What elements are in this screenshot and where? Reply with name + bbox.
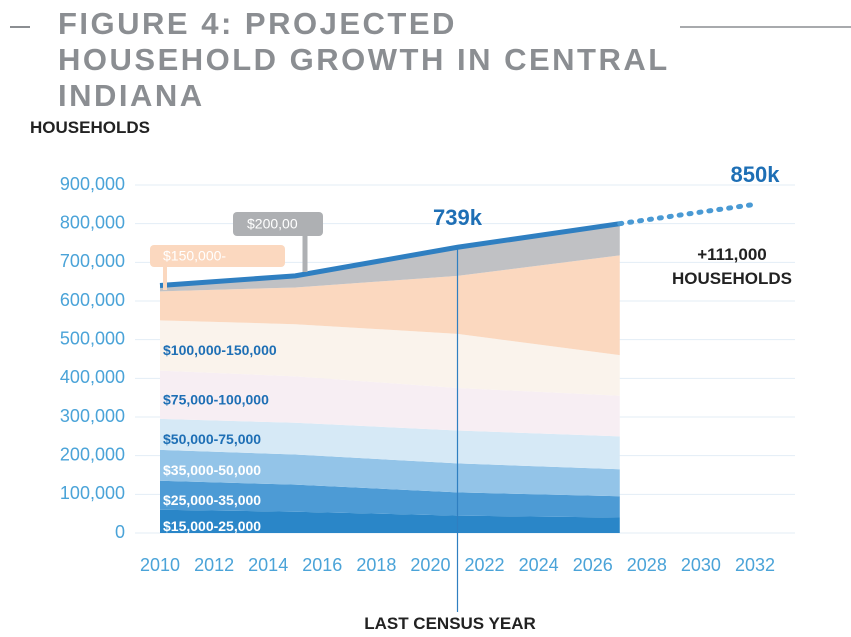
series-label: $200,00: [247, 216, 298, 232]
chart-title: FIGURE 4: PROJECTED HOUSEHOLD GROWTH IN …: [58, 6, 670, 113]
x-tick-label: 2016: [302, 555, 342, 575]
series-label: $35,000-50,000: [163, 462, 261, 478]
y-tick-label: 200,000: [60, 444, 125, 464]
series-label: $75,000-100,000: [163, 391, 269, 407]
marker-label: LAST CENSUS YEAR: [364, 614, 536, 633]
x-tick-label: 2010: [140, 555, 180, 575]
x-tick-label: 2028: [627, 555, 667, 575]
series-label: $150,000-: [163, 248, 226, 264]
x-tick-label: 2014: [248, 555, 288, 575]
area: [160, 449, 620, 497]
annotation: 739k: [433, 205, 483, 230]
y-tick-label: 400,000: [60, 367, 125, 387]
x-tick-label: 2024: [519, 555, 559, 575]
series-label: $50,000-75,000: [163, 431, 261, 447]
area: [160, 480, 620, 518]
area: [160, 370, 620, 437]
series-label: $100,000-150,000: [163, 342, 277, 358]
annotation: 850k: [731, 162, 781, 187]
total-line: [159, 221, 621, 289]
area: [160, 255, 620, 356]
y-tick-label: 0: [115, 522, 125, 542]
x-tick-label: 2032: [735, 555, 775, 575]
area: [160, 320, 620, 396]
annotation: +111,000 HOUSEHOLDS: [672, 245, 792, 288]
y-tick-label: 500,000: [60, 328, 125, 348]
x-tick-label: 2020: [410, 555, 450, 575]
y-tick-label: 800,000: [60, 212, 125, 232]
series-label: $15,000-25,000: [163, 518, 261, 534]
projection-line: [617, 201, 758, 227]
label-box: [233, 212, 323, 236]
area: [160, 418, 620, 470]
y-tick-label: 900,000: [60, 174, 125, 194]
y-tick-label: 300,000: [60, 406, 125, 426]
x-tick-label: 2018: [356, 555, 396, 575]
area: [160, 509, 620, 533]
y-tick-label: 700,000: [60, 251, 125, 271]
x-tick-label: 2012: [194, 555, 234, 575]
x-tick-label: 2022: [465, 555, 505, 575]
y-tick-label: 600,000: [60, 290, 125, 310]
y-axis-label: HOUSEHOLDS: [30, 118, 150, 137]
label-box: [150, 245, 285, 267]
x-tick-label: 2030: [681, 555, 721, 575]
series-label: $25,000-35,000: [163, 492, 261, 508]
y-tick-label: 100,000: [60, 483, 125, 503]
x-tick-label: 2026: [573, 555, 613, 575]
